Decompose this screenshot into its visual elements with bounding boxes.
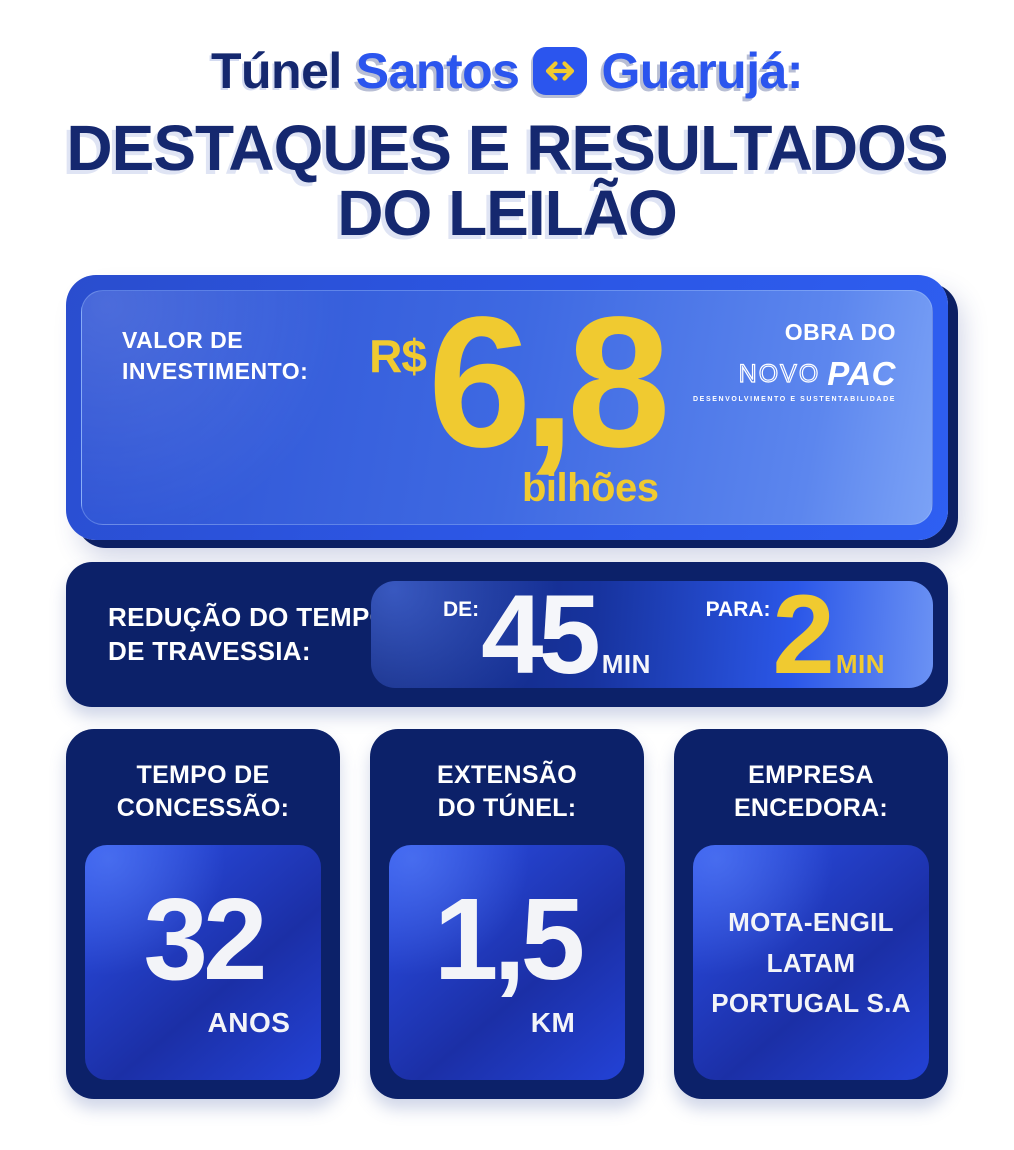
page-title: Túnel Santos Guarujá: — [0, 42, 1014, 100]
time-from-label: DE: — [443, 597, 480, 621]
currency-symbol: R$ — [369, 330, 427, 383]
winner-line3: PORTUGAL S.A — [711, 987, 911, 1018]
travel-time-card: REDUÇÃO DO TEMPO DE TRAVESSIA: DE: 45 MI… — [66, 562, 948, 708]
winner-panel: MOTA-ENGIL LATAM PORTUGAL S.A — [693, 845, 929, 1081]
concession-title: TEMPO DE CONCESSÃO: — [85, 759, 321, 825]
concession-card: TEMPO DE CONCESSÃO: 32 ANOS — [66, 729, 340, 1100]
time-from-unit: MIN — [601, 648, 651, 679]
concession-title-line1: TEMPO DE — [136, 761, 270, 790]
concession-unit: ANOS — [207, 1006, 291, 1038]
time-to-unit: MIN — [835, 648, 885, 679]
novo-outline-wordmark: NOVO — [738, 359, 821, 388]
extension-value: 1,5 — [433, 873, 585, 1004]
cards-container: VALOR DE INVESTIMENTO: R$ 6,8 bilhões OB… — [66, 275, 948, 1100]
travel-time-label-line2: DE TRAVESSIA: — [108, 635, 311, 666]
travel-time-label: REDUÇÃO DO TEMPO DE TRAVESSIA: — [108, 601, 390, 669]
winner-title: EMPRESA ENCEDORA: — [693, 759, 929, 825]
time-to-group: PARA: 2 MIN — [705, 571, 885, 697]
concession-panel: 32 ANOS — [85, 845, 321, 1081]
pac-wordmark: PAC — [827, 355, 896, 393]
winner-title-line1: EMPRESA — [748, 761, 874, 790]
extension-unit: KM — [530, 1006, 576, 1038]
novo-pac-badge: OBRA DO NOVO PAC DESENVOLVIMENTO E SUSTE… — [693, 319, 896, 403]
header: Túnel Santos Guarujá: DESTAQUES E RESULT… — [0, 0, 1014, 245]
extension-title-line2: DO TÚNEL: — [437, 794, 577, 823]
extension-panel: 1,5 KM — [389, 845, 625, 1081]
winner-company-name: MOTA-ENGIL LATAM PORTUGAL S.A — [711, 902, 911, 1023]
time-from-group: DE: 45 MIN — [443, 571, 651, 697]
title-word-tunel: Túnel — [210, 43, 342, 99]
time-from-value: 45 — [481, 571, 601, 697]
winner-card: EMPRESA ENCEDORA: MOTA-ENGIL LATAM PORTU… — [674, 729, 948, 1100]
headline-line1: DESTAQUES E RESULTADOS — [66, 112, 948, 184]
concession-title-line2: CONCESSÃO: — [116, 794, 290, 823]
investment-label: VALOR DE INVESTIMENTO: — [122, 325, 362, 386]
novo-pac-logo: NOVO PAC — [693, 355, 896, 393]
extension-title-line1: EXTENSÃO — [437, 761, 577, 790]
investment-unit: bilhões — [521, 465, 659, 510]
investment-value-block: R$ 6,8 bilhões — [369, 279, 671, 511]
investment-card: VALOR DE INVESTIMENTO: R$ 6,8 bilhões OB… — [66, 275, 948, 541]
headline-line2: DO LEILÃO — [337, 176, 677, 249]
headline: DESTAQUES E RESULTADOS DO LEILÃO — [0, 116, 1014, 245]
winner-line1: MOTA-ENGIL — [728, 907, 894, 938]
obra-do-label: OBRA DO — [784, 319, 896, 346]
travel-time-label-line1: REDUÇÃO DO TEMPO — [108, 601, 391, 632]
extension-card: EXTENSÃO DO TÚNEL: 1,5 KM — [370, 729, 644, 1100]
winner-title-line2: ENCEDORA: — [733, 794, 889, 823]
winner-line2: LATAM — [766, 947, 856, 978]
investment-card-inner: VALOR DE INVESTIMENTO: R$ 6,8 bilhões OB… — [81, 279, 933, 526]
investment-label-line2: INVESTIMENTO: — [122, 357, 309, 384]
extension-title: EXTENSÃO DO TÚNEL: — [389, 759, 625, 825]
investment-label-line1: VALOR DE — [122, 327, 244, 354]
pac-tagline: DESENVOLVIMENTO E SUSTENTABILIDADE — [693, 396, 896, 404]
concession-value: 32 — [143, 873, 267, 1004]
time-to-value: 2 — [772, 571, 835, 697]
title-word-guaruja: Guarujá: — [601, 43, 804, 99]
travel-time-panel: DE: 45 MIN PARA: 2 MIN — [371, 571, 933, 697]
stats-row: TEMPO DE CONCESSÃO: 32 ANOS EXTENSÃO DO … — [66, 729, 948, 1100]
time-to-label: PARA: — [705, 597, 771, 621]
title-word-santos: Santos — [355, 43, 520, 99]
investment-value: 6,8 — [427, 279, 671, 487]
double-arrow-icon — [533, 47, 588, 95]
